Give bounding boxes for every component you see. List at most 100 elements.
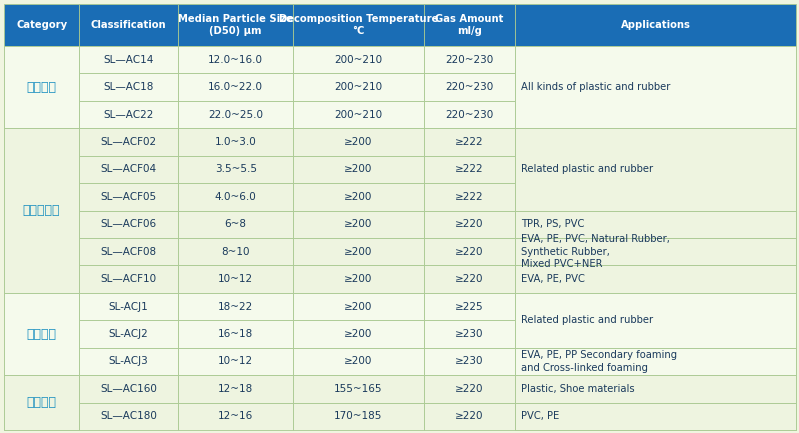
Bar [515,210,796,238]
Text: Related plastic and rubber: Related plastic and rubber [521,315,653,325]
Bar [423,4,515,46]
Bar [178,293,293,320]
Text: SL—AC18: SL—AC18 [104,82,154,92]
Text: ≥222: ≥222 [455,165,483,174]
Text: Applications: Applications [621,20,690,30]
Bar [423,320,515,348]
Bar [515,128,796,156]
Bar [515,238,796,265]
Text: SL—ACF04: SL—ACF04 [101,165,157,174]
Bar [4,293,79,375]
Text: 18~22: 18~22 [218,301,253,312]
Bar [79,128,178,156]
Text: ≥230: ≥230 [455,356,483,366]
Text: ≥230: ≥230 [455,329,483,339]
Bar [178,74,293,101]
Bar [515,348,796,375]
Text: 12.0~16.0: 12.0~16.0 [209,55,263,65]
Text: ≥200: ≥200 [344,301,372,312]
Bar [515,403,796,430]
Bar [515,375,796,403]
Bar [178,128,293,156]
Text: All kinds of plastic and rubber: All kinds of plastic and rubber [521,82,670,92]
Bar [293,293,423,320]
Text: SL—AC180: SL—AC180 [101,411,157,421]
Bar [79,4,178,46]
Text: SL—ACF06: SL—ACF06 [101,219,157,229]
Bar [178,238,293,265]
Bar [515,46,796,74]
Text: 155~165: 155~165 [334,384,383,394]
Text: SL—AC160: SL—AC160 [101,384,157,394]
Bar [515,375,796,403]
Text: Gas Amount
ml/g: Gas Amount ml/g [435,14,503,36]
Text: 12~16: 12~16 [218,411,253,421]
Text: ≥200: ≥200 [344,329,372,339]
Bar [4,265,79,293]
Text: SL—ACF05: SL—ACF05 [101,192,157,202]
Bar [4,46,79,74]
Bar [423,101,515,128]
Bar [423,210,515,238]
Bar [423,156,515,183]
Text: SL-ACJ3: SL-ACJ3 [109,356,149,366]
Bar [79,320,178,348]
Bar [423,46,515,74]
Bar [178,210,293,238]
Bar [423,238,515,265]
Text: ≥200: ≥200 [344,274,372,284]
Bar [4,320,79,348]
Text: 170~185: 170~185 [334,411,383,421]
Bar [515,156,796,183]
Text: EVA, PE, PP Secondary foaming
and Cross-linked foaming: EVA, PE, PP Secondary foaming and Cross-… [521,350,677,373]
Text: 10~12: 10~12 [218,274,253,284]
Bar [178,403,293,430]
Text: 6~8: 6~8 [225,219,247,229]
Text: 16.0~22.0: 16.0~22.0 [209,82,263,92]
Bar [515,46,796,128]
Text: ≥220: ≥220 [455,274,483,284]
Bar [515,238,796,265]
Text: ≥220: ≥220 [455,384,483,394]
Text: 超细微系列: 超细微系列 [23,204,61,217]
Text: 200~210: 200~210 [334,82,383,92]
Bar [423,403,515,430]
Bar [293,238,423,265]
Bar [293,101,423,128]
Text: ≥220: ≥220 [455,411,483,421]
Text: 220~230: 220~230 [445,55,494,65]
Bar [178,46,293,74]
Bar [423,74,515,101]
Text: SL—AC22: SL—AC22 [104,110,154,120]
Text: Plastic, Shoe materials: Plastic, Shoe materials [521,384,634,394]
Text: 200~210: 200~210 [334,55,383,65]
Bar [515,348,796,375]
Text: 10~12: 10~12 [218,356,253,366]
Bar [515,265,796,293]
Bar [4,101,79,128]
Bar [293,183,423,210]
Text: ≥200: ≥200 [344,219,372,229]
Text: SL—ACF02: SL—ACF02 [101,137,157,147]
Bar [4,128,79,156]
Text: ≥222: ≥222 [455,137,483,147]
Bar [4,74,79,101]
Text: 220~230: 220~230 [445,110,494,120]
Text: 16~18: 16~18 [218,329,253,339]
Text: 3.5~5.5: 3.5~5.5 [215,165,256,174]
Bar [515,210,796,238]
Bar [293,348,423,375]
Text: SL—ACF10: SL—ACF10 [101,274,157,284]
Text: SL—ACF08: SL—ACF08 [101,247,157,257]
Bar [178,320,293,348]
Text: TPR, PS, PVC: TPR, PS, PVC [521,219,584,229]
Text: Median Particle Size
(D50) μm: Median Particle Size (D50) μm [178,14,293,36]
Bar [4,46,79,128]
Bar [4,128,79,293]
Bar [515,101,796,128]
Text: ≥200: ≥200 [344,165,372,174]
Bar [423,293,515,320]
Text: 12~18: 12~18 [218,384,253,394]
Text: PVC, PE: PVC, PE [521,411,559,421]
Bar [4,293,79,320]
